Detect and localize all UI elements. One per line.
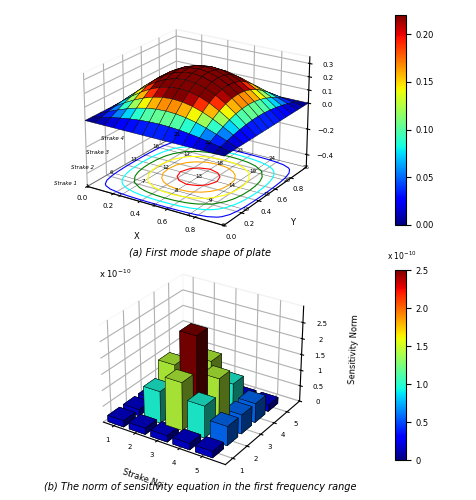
Text: (a) First mode shape of plate: (a) First mode shape of plate bbox=[129, 248, 271, 258]
Text: x 10$^{-10}$: x 10$^{-10}$ bbox=[387, 250, 417, 262]
X-axis label: X: X bbox=[133, 232, 139, 241]
X-axis label: Strake No.: Strake No. bbox=[122, 468, 166, 490]
Text: x 10$^{-10}$: x 10$^{-10}$ bbox=[99, 267, 131, 280]
Y-axis label: Y: Y bbox=[290, 218, 295, 226]
Text: (b) The norm of sensitivity equation in the first frequency range: (b) The norm of sensitivity equation in … bbox=[44, 482, 356, 492]
